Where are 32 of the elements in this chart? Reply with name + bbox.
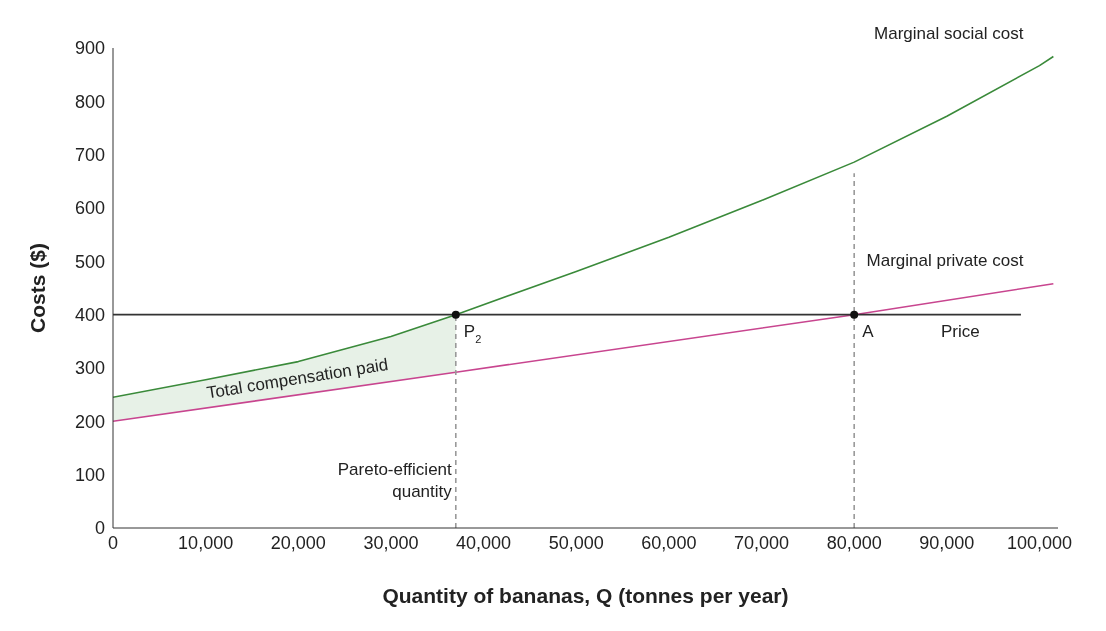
x-tick-label: 20,000 [270,532,326,553]
annotation: Price [940,321,980,341]
line-series [113,282,1055,423]
x-tick-label: 0 [107,532,119,553]
y-tick-label: 200 [74,411,105,432]
x-tick-label: 60,000 [641,532,697,553]
x-tick-label: 80,000 [826,532,882,553]
y-tick-label: 600 [74,198,105,219]
y-tick-label: 0 [94,518,105,539]
x-tick-label: 70,000 [734,532,790,553]
x-axis-title: Quantity of bananas, Q (tonnes per year) [382,584,789,607]
x-tick-label: 30,000 [363,532,419,553]
x-tick-label: 50,000 [548,532,604,553]
line-series [113,55,1055,399]
y-tick-label: 900 [74,38,105,59]
y-tick-label: 300 [74,358,105,379]
x-tick-label: 100,000 [1006,532,1073,553]
annotation: P$_{2}$ [463,321,482,345]
y-tick-label: 700 [74,145,105,166]
series-label: Marginal social cost [874,23,1024,43]
annotation: A [862,321,875,341]
y-tick-label: 100 [74,465,105,486]
y-tick-label: 400 [74,305,105,326]
x-tick-label: 40,000 [456,532,512,553]
x-tick-label: 10,000 [178,532,234,553]
y-axis-title: Costs ($) [26,243,50,333]
x-tick-label: 90,000 [919,532,975,553]
annotation: Pareto-efficient quantity [337,460,453,502]
y-tick-label: 500 [74,251,105,272]
annotation: Total compensation paid [205,354,390,403]
y-tick-label: 800 [74,91,105,112]
series-label: Marginal private cost [866,250,1024,270]
